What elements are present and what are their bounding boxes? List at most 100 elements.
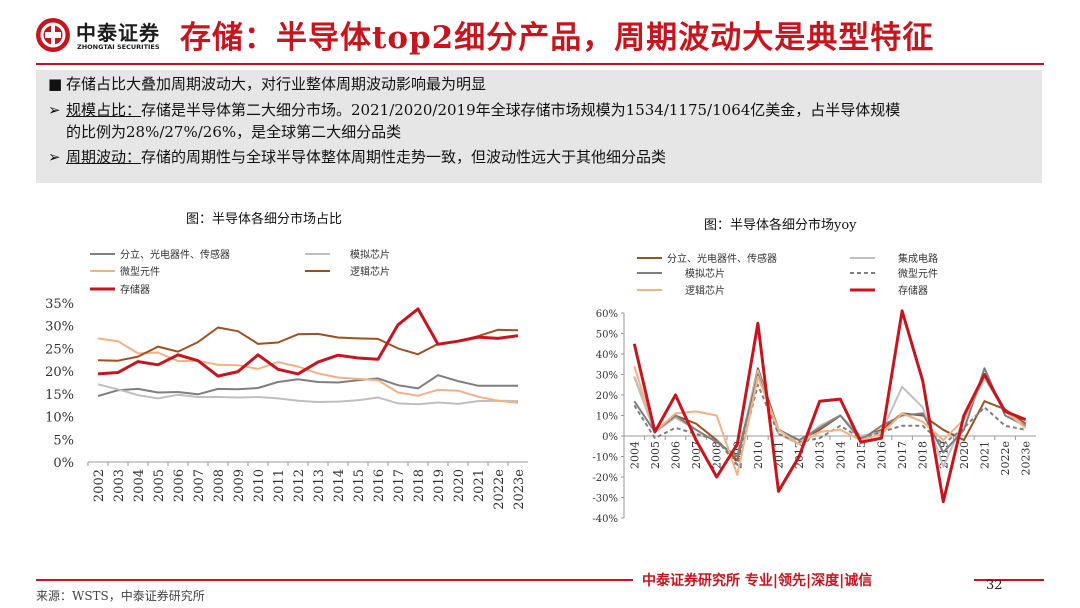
logo-text-cn: 中泰证券 xyxy=(76,21,160,45)
company-logo: 中泰证券 ZHONGTAI SECURITIES xyxy=(36,14,166,58)
y-tick-label: 20% xyxy=(596,391,618,402)
page-title: 存储：半导体top2细分产品，周期波动大是典型特征 xyxy=(180,20,935,56)
x-tick-label: 2005 xyxy=(152,469,167,502)
legend-label-4: 存储器 xyxy=(120,283,150,296)
x-tick-label: 2017 xyxy=(392,469,407,502)
series-line-3 xyxy=(97,326,519,362)
page-number: 32 xyxy=(986,578,1003,593)
legend-label-0: 分立、光电器件、传感器 xyxy=(667,252,777,265)
x-tick-label: 2009 xyxy=(232,469,247,502)
summary-box: ■ 存储占比大叠加周期波动大，对行业整体周期波动影响最为明显 ➢ 规模占比：存储是半… xyxy=(36,70,1042,183)
y-tick-label: 10% xyxy=(596,412,618,423)
y-tick-label: 35% xyxy=(45,297,74,312)
logo-text-en: ZHONGTAI SECURITIES xyxy=(77,43,160,51)
footer-slogan: 中泰证券研究所 专业|领先|深度|诚信 xyxy=(642,573,873,589)
y-tick-label: 60% xyxy=(596,309,618,320)
x-tick-label: 2006 xyxy=(172,469,187,502)
summary-line-2-text: 存储是半导体第二大细分市场。2021/2020/2019年全球存储市场规模为15… xyxy=(141,101,901,119)
x-tick-label: 2022e xyxy=(492,469,507,510)
x-tick-label: 2022e xyxy=(999,441,1012,476)
x-tick-label: 2006 xyxy=(670,441,683,469)
chart1-title: 图：半导体各细分市场占比 xyxy=(186,212,343,227)
y-tick-label: 10% xyxy=(45,411,74,426)
y-tick-label: -40% xyxy=(592,514,618,525)
x-tick-label: 2012 xyxy=(292,469,307,502)
y-tick-label: -10% xyxy=(592,453,618,464)
summary-line-1-text: 存储占比大叠加周期波动大，对行业整体周期波动影响最为明显 xyxy=(66,75,487,93)
series-line-5 xyxy=(632,309,1027,504)
x-tick-label: 2020 xyxy=(452,469,467,502)
x-tick-label: 2007 xyxy=(192,469,207,502)
legend-label-0: 分立、光电器件、传感器 xyxy=(120,248,230,261)
chart2-title: 图：半导体各细分市场yoy xyxy=(704,218,857,233)
x-tick-label: 2015 xyxy=(352,469,367,502)
x-tick-label: 2023e xyxy=(1020,441,1033,476)
x-tick-label: 2010 xyxy=(752,441,765,469)
summary-line-3-label: 周期波动： xyxy=(66,148,142,166)
footer-divider-left xyxy=(36,579,633,581)
legend-label-4: 逻辑芯片 xyxy=(685,284,725,297)
square-bullet-icon: ■ xyxy=(48,75,63,93)
y-tick-label: 30% xyxy=(596,371,618,382)
x-tick-label: 2021 xyxy=(979,441,992,469)
y-tick-label: 20% xyxy=(45,365,74,380)
x-tick-label: 2002 xyxy=(92,469,107,502)
y-tick-label: 5% xyxy=(53,433,74,448)
x-tick-label: 2008 xyxy=(711,441,724,469)
y-tick-label: 0% xyxy=(53,456,74,471)
x-tick-label: 2018 xyxy=(412,469,427,502)
x-tick-label: 2010 xyxy=(252,469,267,502)
x-tick-label: 2016 xyxy=(372,469,387,502)
y-tick-label: -20% xyxy=(592,473,618,484)
x-tick-label: 2023e xyxy=(512,469,527,510)
summary-line-3: ➢ 周期波动：存储的周期性与全球半导体整体周期性走势一致，但波动性远大于其他细分品… xyxy=(48,146,666,168)
footer-divider-right xyxy=(974,579,1044,581)
y-tick-label: 50% xyxy=(596,330,618,341)
summary-line-1: ■ 存储占比大叠加周期波动大，对行业整体周期波动影响最为明显 xyxy=(48,73,486,95)
x-tick-label: 2014 xyxy=(332,469,347,502)
x-tick-label: 2007 xyxy=(690,441,703,469)
x-tick-label: 2021 xyxy=(472,469,487,502)
summary-line-2-cont: 的比例为28%/27%/26%，是全球第二大细分品类 xyxy=(66,123,402,141)
legend-label-2: 模拟芯片 xyxy=(685,267,725,280)
y-tick-label: 0% xyxy=(602,432,618,443)
arrow-bullet-icon: ➢ xyxy=(48,101,61,119)
series-line-2 xyxy=(97,337,519,404)
x-tick-label: 2013 xyxy=(814,441,827,469)
y-tick-label: 40% xyxy=(596,350,618,361)
summary-line-2-label: 规模占比： xyxy=(66,101,142,119)
series-line-1 xyxy=(97,383,519,406)
x-tick-label: 2019 xyxy=(432,469,447,502)
title-divider xyxy=(36,63,1044,65)
x-tick-label: 2015 xyxy=(855,441,868,469)
source-note: 来源：WSTS，中泰证券研究所 xyxy=(36,589,205,603)
legend-label-3: 微型元件 xyxy=(898,267,938,280)
x-tick-label: 2014 xyxy=(834,441,847,469)
x-tick-label: 2017 xyxy=(896,441,909,469)
logo-mark-icon xyxy=(36,18,70,52)
x-tick-label: 2013 xyxy=(312,469,327,502)
series-line-4 xyxy=(97,307,519,378)
legend-label-1: 模拟芯片 xyxy=(350,248,390,261)
legend-label-5: 存储器 xyxy=(898,284,928,297)
x-tick-label: 2016 xyxy=(876,441,889,469)
legend-label-3: 逻辑芯片 xyxy=(350,265,390,278)
series-line-4 xyxy=(633,366,1027,476)
x-tick-label: 2005 xyxy=(649,441,662,469)
y-tick-label: -30% xyxy=(592,494,618,505)
x-tick-label: 2003 xyxy=(112,469,127,502)
x-tick-label: 2004 xyxy=(628,441,641,469)
series-line-0 xyxy=(97,374,518,398)
y-tick-label: 25% xyxy=(45,342,74,357)
y-tick-label: 30% xyxy=(45,320,74,335)
x-tick-label: 2018 xyxy=(917,441,930,469)
summary-line-2: ➢ 规模占比：存储是半导体第二大细分市场。2021/2020/2019年全球存储市… xyxy=(48,99,900,121)
x-tick-label: 2008 xyxy=(212,469,227,502)
legend-label-2: 微型元件 xyxy=(120,265,160,278)
summary-line-3-text: 存储的周期性与全球半导体整体周期性走势一致，但波动性远大于其他细分品类 xyxy=(141,148,667,166)
y-tick-label: 15% xyxy=(45,388,74,403)
arrow-bullet-icon: ➢ xyxy=(48,148,61,166)
x-tick-label: 2011 xyxy=(272,469,287,502)
